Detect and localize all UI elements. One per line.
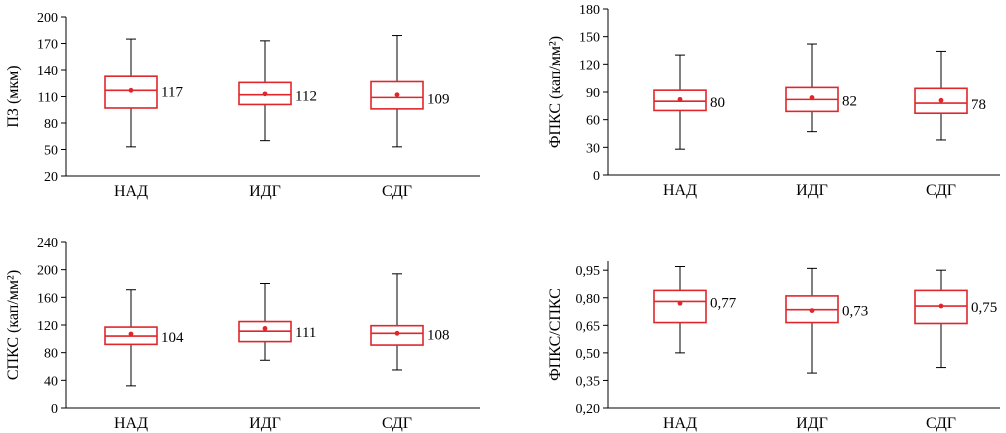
- category-label: СДГ: [382, 415, 412, 432]
- value-label: 0,73: [842, 304, 868, 320]
- chart-pz: 20 50 80 110 140 170 200 ПЗ (мкм) 117 НАД 112 ИДГ 10…: [5, 11, 480, 200]
- mean-point: [262, 326, 268, 331]
- chart-ratio: 0,20 0,35 0,50 0,65 0,80 0,95 ФПКС/СПКС 0,77 НАД…: [547, 261, 1000, 432]
- value-label: 109: [427, 91, 450, 107]
- category-label: ИДГ: [796, 182, 828, 199]
- y-tick-label: 240: [37, 236, 58, 251]
- chart-spks: 0 40 80 120 160 200 240 СПКС (кап/мм²) 104 НАД 111…: [5, 236, 480, 432]
- mean-point: [262, 91, 268, 97]
- mean-point: [677, 96, 683, 102]
- y-tick-label: 0,50: [576, 347, 601, 362]
- y-axis-label: СПКС (кап/мм²): [5, 270, 22, 380]
- y-tick-label: 30: [586, 141, 600, 156]
- category-label: ИДГ: [796, 415, 828, 432]
- y-tick-label: 180: [579, 3, 600, 18]
- value-label: 0,75: [971, 300, 997, 316]
- mean-point: [128, 331, 134, 337]
- y-tick-label: 40: [44, 374, 58, 389]
- value-label: 117: [161, 84, 183, 100]
- y-tick-label: 80: [44, 117, 58, 132]
- mean-point: [394, 92, 400, 98]
- category-label: ИДГ: [249, 183, 281, 200]
- mean-point: [128, 87, 134, 93]
- value-label: 112: [295, 89, 317, 105]
- y-tick-label: 60: [586, 114, 600, 129]
- y-tick-label: 120: [579, 58, 600, 73]
- y-axis-label: ФПКС/СПКС: [547, 288, 564, 381]
- mean-point: [938, 303, 944, 309]
- value-label: 0,77: [710, 295, 737, 311]
- y-tick-label: 0,35: [576, 374, 601, 389]
- y-tick-label: 110: [38, 91, 58, 106]
- mean-point: [809, 308, 815, 314]
- y-tick-label: 80: [44, 347, 58, 362]
- y-tick-label: 0: [593, 169, 600, 184]
- y-tick-label: 140: [37, 64, 58, 79]
- mean-point: [938, 97, 944, 103]
- mean-point: [809, 95, 815, 100]
- value-label: 111: [295, 325, 316, 341]
- y-tick-label: 0,65: [576, 319, 601, 334]
- y-tick-label: 90: [586, 86, 600, 101]
- category-label: СДГ: [926, 415, 956, 432]
- box: [370, 80, 424, 110]
- y-tick-label: 0,80: [576, 292, 601, 307]
- box: [653, 289, 707, 324]
- value-label: 80: [710, 95, 725, 111]
- category-label: НАД: [114, 415, 148, 432]
- y-tick-label: 160: [37, 291, 58, 306]
- value-label: 82: [842, 93, 857, 109]
- y-axis-label: ФПКС (кап/мм²): [547, 36, 564, 148]
- mean-point: [394, 330, 400, 336]
- y-tick-label: 20: [44, 170, 58, 185]
- value-label: 104: [161, 330, 184, 346]
- category-label: СДГ: [382, 183, 412, 200]
- y-tick-label: 50: [44, 144, 58, 159]
- y-tick-label: 150: [579, 31, 600, 46]
- category-label: НАД: [114, 183, 148, 200]
- y-tick-label: 170: [37, 38, 58, 53]
- value-label: 108: [427, 327, 450, 343]
- y-tick-label: 0,95: [576, 264, 601, 279]
- chart-fpks: 0 30 60 90 120 150 180 ФПКС (кап/мм²) 80 НАД 82 ИДГ…: [547, 3, 1000, 199]
- y-tick-label: 0: [51, 402, 58, 417]
- y-tick-label: 200: [37, 264, 58, 279]
- y-tick-label: 0,20: [576, 402, 601, 417]
- y-tick-label: 200: [37, 11, 58, 26]
- y-tick-label: 120: [37, 319, 58, 334]
- category-label: НАД: [663, 415, 697, 432]
- category-label: ИДГ: [249, 415, 281, 432]
- category-label: НАД: [663, 182, 697, 199]
- y-axis-label: ПЗ (мкм): [5, 65, 22, 127]
- value-label: 78: [971, 97, 986, 113]
- category-label: СДГ: [926, 182, 956, 199]
- mean-point: [677, 300, 683, 306]
